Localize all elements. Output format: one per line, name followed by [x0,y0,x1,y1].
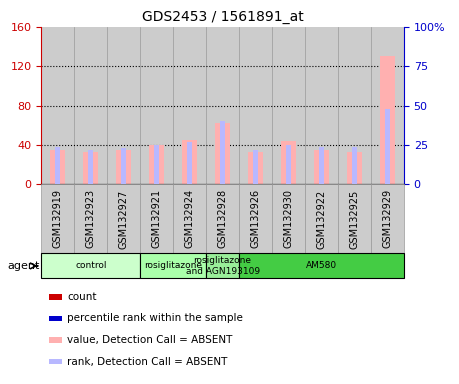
Bar [347,152,362,184]
Text: agent: agent [7,261,39,271]
Text: GSM132927: GSM132927 [119,189,129,248]
Bar [206,253,239,278]
Bar [371,184,404,253]
Bar [41,253,140,278]
Bar [84,152,98,184]
Bar [74,27,107,184]
Bar [239,184,272,253]
Bar [206,184,239,253]
Bar [253,150,258,184]
Bar [154,145,159,184]
Bar [239,253,404,278]
Bar [49,359,62,364]
Bar [41,184,74,253]
Text: GSM132919: GSM132919 [53,189,63,248]
Bar [140,27,173,184]
Text: GSM132926: GSM132926 [251,189,261,248]
Bar [182,140,197,184]
Text: rank, Detection Call = ABSENT: rank, Detection Call = ABSENT [67,357,227,367]
Text: GSM132930: GSM132930 [284,189,294,248]
Text: rosiglitazone
and AGN193109: rosiglitazone and AGN193109 [185,256,260,276]
Bar [121,148,126,184]
Bar [239,27,272,184]
Title: GDS2453 / 1561891_at: GDS2453 / 1561891_at [142,10,303,25]
Bar [187,142,192,184]
Bar [215,123,230,184]
Text: GSM132925: GSM132925 [349,189,359,248]
Bar [149,145,164,184]
Bar [371,27,404,184]
Bar [140,253,206,278]
Bar [220,121,225,184]
Bar [272,184,305,253]
Bar [281,141,296,184]
Bar [305,184,338,253]
Text: AM580: AM580 [306,262,337,270]
Bar [49,294,62,300]
Bar [338,184,371,253]
Bar [380,56,395,184]
Text: GSM132929: GSM132929 [382,189,392,248]
Bar [385,109,390,184]
Bar [173,27,206,184]
Bar [56,147,60,184]
Bar [305,27,338,184]
Bar [272,27,305,184]
Text: GSM132928: GSM132928 [218,189,228,248]
Bar [116,150,131,184]
Bar [107,184,140,253]
Text: control: control [75,262,106,270]
Text: GSM132924: GSM132924 [185,189,195,248]
Bar [74,184,107,253]
Bar [50,150,65,184]
Bar [352,147,357,184]
Text: GSM132921: GSM132921 [151,189,162,248]
Bar [49,316,62,321]
Bar [173,184,206,253]
Text: rosiglitazone: rosiglitazone [144,262,202,270]
Text: value, Detection Call = ABSENT: value, Detection Call = ABSENT [67,335,232,345]
Text: GSM132923: GSM132923 [86,189,96,248]
Bar [338,27,371,184]
Bar [319,147,324,184]
Bar [286,145,291,184]
Bar [206,27,239,184]
Bar [248,152,263,184]
Bar [41,27,74,184]
Bar [314,150,329,184]
Text: percentile rank within the sample: percentile rank within the sample [67,313,243,323]
Bar [49,337,62,343]
Bar [140,184,173,253]
Bar [107,27,140,184]
Bar [88,150,93,184]
Text: GSM132922: GSM132922 [317,189,326,248]
Text: count: count [67,292,96,302]
